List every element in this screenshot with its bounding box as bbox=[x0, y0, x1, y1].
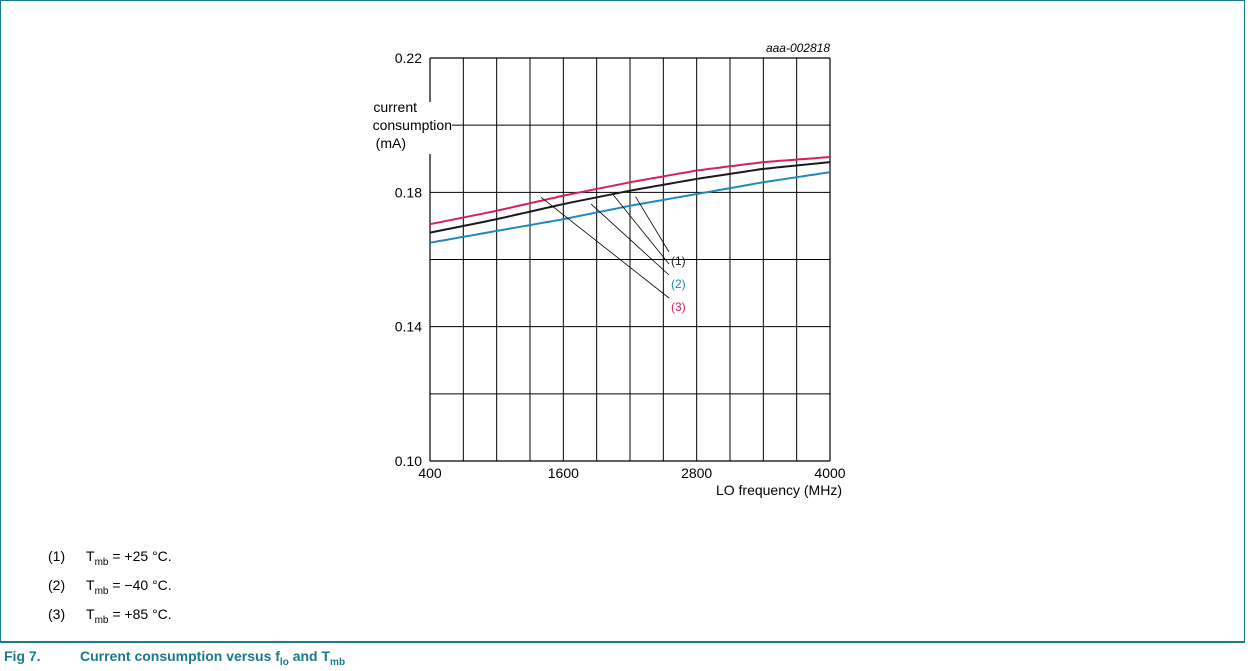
y-axis-label: current bbox=[373, 99, 417, 115]
legend-sub: mb bbox=[94, 556, 109, 568]
series-line-3 bbox=[429, 156, 831, 226]
legend-text: = +25 °C. bbox=[112, 548, 172, 564]
series-line-2 bbox=[429, 171, 831, 244]
figure-number: Fig 7. bbox=[4, 648, 41, 664]
y-tick-label: 0.18 bbox=[395, 184, 422, 200]
figure-caption: Fig 7. Current consumption versus flo and… bbox=[4, 648, 345, 668]
legend-item-3: (3) Tmb = +85 °C. bbox=[48, 606, 172, 629]
series-label: (2) bbox=[671, 277, 686, 291]
legend-num: (3) bbox=[48, 606, 66, 622]
caption-text-b: and T bbox=[288, 648, 331, 664]
x-tick-label: 4000 bbox=[814, 465, 845, 481]
legend-num: (2) bbox=[48, 577, 66, 593]
bottom-rule bbox=[0, 641, 1245, 643]
legend-item-2: (2) Tmb = −40 °C. bbox=[48, 577, 172, 600]
legend-num: (1) bbox=[48, 548, 66, 564]
legend-sub: mb bbox=[94, 614, 109, 626]
figure-frame bbox=[0, 0, 1245, 641]
annotation-leader bbox=[540, 197, 670, 299]
y-axis-label: (mA) bbox=[376, 135, 406, 151]
caption-sub-b: mb bbox=[330, 656, 346, 668]
caption-sub-a: lo bbox=[279, 656, 289, 668]
annotation-leader bbox=[635, 196, 670, 253]
legend-item-1: (1) Tmb = +25 °C. bbox=[48, 548, 172, 571]
series-label: (1) bbox=[671, 254, 686, 268]
legend-symbol: T bbox=[86, 577, 95, 593]
series-label: (3) bbox=[671, 300, 686, 314]
legend-symbol: T bbox=[86, 606, 95, 622]
caption-text-a: Current consumption versus f bbox=[80, 648, 280, 664]
y-axis-label: consumption bbox=[373, 117, 452, 133]
y-tick-label: 0.10 bbox=[395, 453, 422, 469]
axis-break bbox=[428, 102, 432, 154]
annotation-leader bbox=[613, 194, 670, 265]
legend-text: = +85 °C. bbox=[112, 606, 172, 622]
legend-symbol: T bbox=[86, 548, 95, 564]
series-line-1 bbox=[429, 161, 831, 234]
y-tick-label: 0.14 bbox=[395, 319, 422, 335]
x-axis-label: LO frequency (MHz) bbox=[716, 482, 842, 498]
chart-id: aaa-002818 bbox=[766, 41, 830, 55]
x-tick-label: 2800 bbox=[681, 465, 712, 481]
x-tick-label: 400 bbox=[418, 465, 442, 481]
y-tick-label: 0.22 bbox=[395, 50, 422, 66]
legend-text: = −40 °C. bbox=[112, 577, 172, 593]
x-tick-label: 1600 bbox=[548, 465, 579, 481]
legend-sub: mb bbox=[94, 585, 109, 597]
annotation-leader bbox=[590, 203, 670, 276]
